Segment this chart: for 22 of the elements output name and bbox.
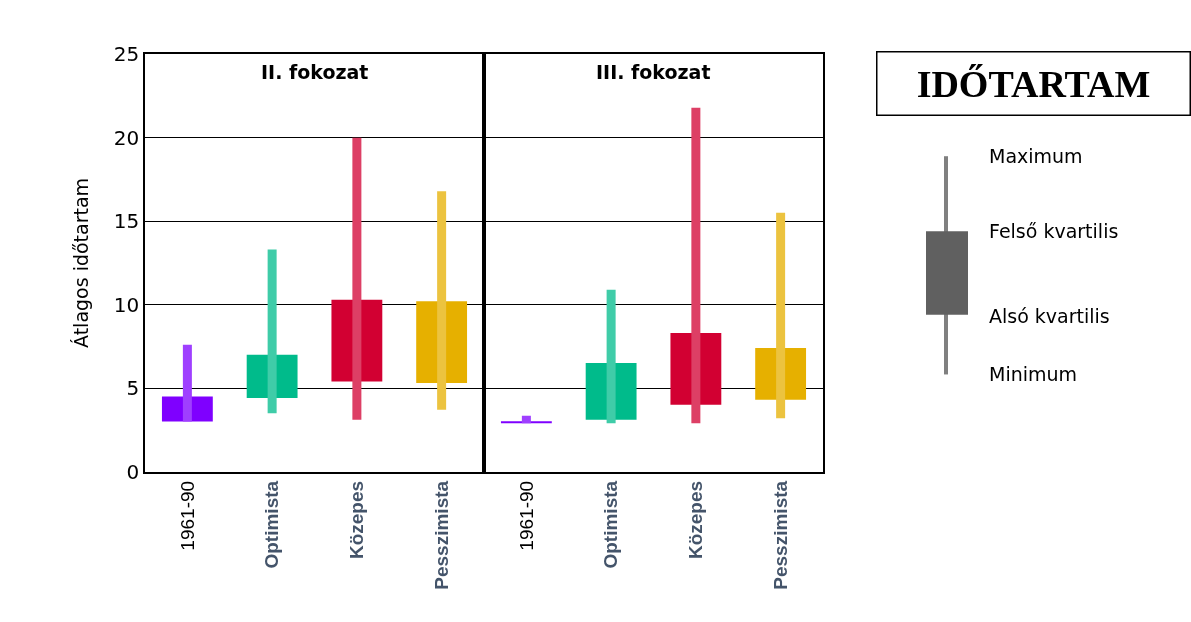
text: Felső kvartilis [989,220,1119,242]
x-tick-label: 1961-90 [176,480,198,551]
x-tick-label: Közepes [346,480,368,560]
y-axis-title: Átlagos időtartam [70,177,93,348]
y-tick-label: 15 [113,209,140,234]
x-tick-label: Pesszimista [769,480,791,590]
y-tick-label: 25 [113,42,140,67]
y-tick-label: 20 [113,125,140,150]
chart-title: II. fokozat [261,61,369,83]
y-tick-label: 0 [126,459,140,484]
text: IDŐTARTAM [916,62,1151,105]
x-tick-label: Optimista [600,480,622,569]
x-tick-label: Közepes [685,480,707,560]
x-tick-label: Optimista [261,480,283,569]
y-tick-label: 10 [113,292,140,317]
text: Minimum [989,363,1078,385]
y-tick-label: 5 [126,376,140,401]
chart-title: III. fokozat [596,61,711,83]
x-tick-label: Pesszimista [430,480,452,590]
text: Maximum [989,145,1083,167]
x-tick-label: 1961-90 [515,480,537,551]
text: Alsó kvartilis [989,305,1110,327]
